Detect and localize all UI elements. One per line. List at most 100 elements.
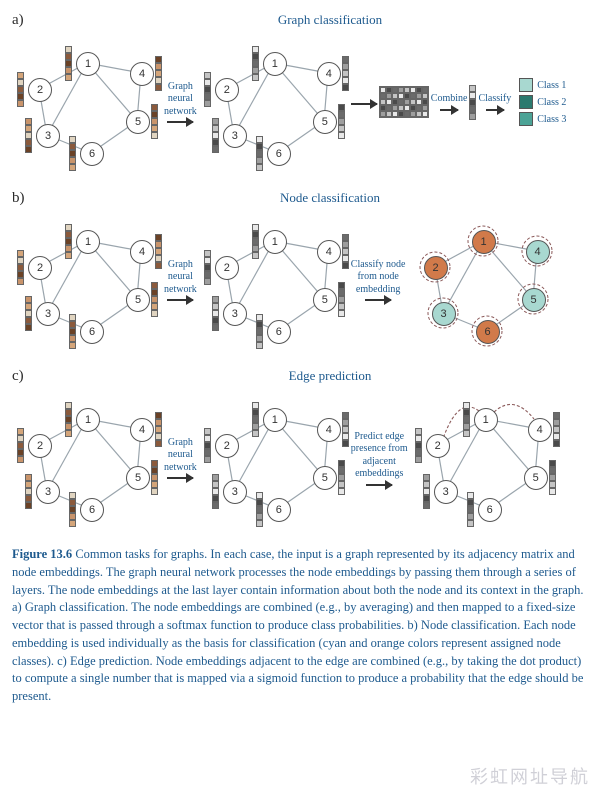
graph-node-4: 4 bbox=[130, 62, 154, 86]
graph: 123456 bbox=[408, 210, 558, 350]
graph-node-1: 1 bbox=[76, 52, 100, 76]
arrow-label: Predict edgepresence fromadjacentembeddi… bbox=[351, 431, 408, 486]
graph-node-5: 5 bbox=[126, 110, 150, 134]
panel-title: Graph classification bbox=[72, 12, 588, 28]
node-embedding bbox=[342, 412, 349, 447]
node-embedding bbox=[17, 250, 24, 285]
graph-node-1: 1 bbox=[474, 408, 498, 432]
node-embedding bbox=[342, 56, 349, 91]
panel-label: c) bbox=[12, 368, 24, 385]
node-embedding bbox=[65, 224, 72, 259]
graph-node-5: 5 bbox=[524, 466, 548, 490]
node-embedding bbox=[25, 474, 32, 509]
node-embedding bbox=[69, 492, 76, 527]
graph-node-6: 6 bbox=[267, 142, 291, 166]
graph-node-1: 1 bbox=[263, 408, 287, 432]
watermark: 彩虹网址导航 bbox=[470, 763, 590, 789]
graph: 123456 bbox=[410, 388, 560, 528]
node-embedding bbox=[25, 296, 32, 331]
graph: 123456 bbox=[199, 388, 349, 528]
node-embedding bbox=[151, 104, 158, 139]
graph-node-1: 1 bbox=[76, 230, 100, 254]
node-embedding bbox=[256, 136, 263, 171]
node-embedding bbox=[155, 234, 162, 269]
node-embedding bbox=[553, 412, 560, 447]
arrow-label: Classify bbox=[478, 93, 511, 111]
node-embedding bbox=[338, 104, 345, 139]
graph-node-6: 6 bbox=[267, 498, 291, 522]
graph-node-6: 6 bbox=[80, 320, 104, 344]
node-embedding bbox=[204, 250, 211, 285]
graph-node-2: 2 bbox=[215, 78, 239, 102]
panel-title: Edge prediction bbox=[72, 368, 588, 384]
graph-node-2: 2 bbox=[28, 434, 52, 458]
arrow-label: Graphneuralnetwork bbox=[164, 259, 197, 302]
graph-node-5: 5 bbox=[313, 466, 337, 490]
node-embedding bbox=[256, 314, 263, 349]
graph-node-5: 5 bbox=[126, 288, 150, 312]
graph: 123456 bbox=[12, 388, 162, 528]
graph-node-4: 4 bbox=[526, 240, 550, 264]
graph-node-4: 4 bbox=[528, 418, 552, 442]
graph-node-5: 5 bbox=[313, 288, 337, 312]
graph: 123456 bbox=[199, 210, 349, 350]
node-embedding bbox=[204, 72, 211, 107]
graph-node-3: 3 bbox=[36, 124, 60, 148]
graph: 123456 bbox=[12, 32, 162, 172]
feature-matrix bbox=[379, 86, 429, 118]
node-embedding bbox=[415, 428, 422, 463]
node-embedding bbox=[25, 118, 32, 153]
node-embedding bbox=[212, 296, 219, 331]
node-embedding bbox=[17, 428, 24, 463]
graph-node-3: 3 bbox=[434, 480, 458, 504]
graph-node-3: 3 bbox=[223, 124, 247, 148]
graph-node-3: 3 bbox=[36, 302, 60, 326]
graph-node-3: 3 bbox=[36, 480, 60, 504]
node-embedding bbox=[423, 474, 430, 509]
graph-node-5: 5 bbox=[126, 466, 150, 490]
graph-node-3: 3 bbox=[223, 302, 247, 326]
graph-node-2: 2 bbox=[215, 256, 239, 280]
node-embedding bbox=[252, 224, 259, 259]
graph-node-3: 3 bbox=[223, 480, 247, 504]
graph-node-6: 6 bbox=[267, 320, 291, 344]
graph: 123456 bbox=[199, 32, 349, 172]
node-embedding bbox=[155, 56, 162, 91]
panel-b: b) Node classification 123456 Graphneura… bbox=[12, 190, 588, 350]
graph-node-2: 2 bbox=[215, 434, 239, 458]
node-embedding bbox=[65, 402, 72, 437]
graph-node-5: 5 bbox=[313, 110, 337, 134]
node-embedding bbox=[204, 428, 211, 463]
node-embedding bbox=[65, 46, 72, 81]
figure-caption: Figure 13.6 Common tasks for graphs. In … bbox=[12, 546, 588, 706]
graph-node-4: 4 bbox=[130, 418, 154, 442]
node-embedding bbox=[342, 234, 349, 269]
graph-node-1: 1 bbox=[263, 52, 287, 76]
arrow-label: Classify nodefrom nodeembedding bbox=[351, 259, 406, 302]
class-legend: Class 1 Class 2 Class 3 bbox=[519, 78, 566, 126]
node-embedding bbox=[252, 402, 259, 437]
graph-node-6: 6 bbox=[80, 498, 104, 522]
graph-node-4: 4 bbox=[317, 418, 341, 442]
node-embedding bbox=[212, 118, 219, 153]
panel-c: c) Edge prediction 123456 Graphneuralnet… bbox=[12, 368, 588, 528]
graph-node-1: 1 bbox=[76, 408, 100, 432]
panel-label: a) bbox=[12, 12, 24, 29]
graph-node-3: 3 bbox=[432, 302, 456, 326]
graph-node-1: 1 bbox=[472, 230, 496, 254]
node-embedding bbox=[155, 412, 162, 447]
node-embedding bbox=[549, 460, 556, 495]
arrow-label: Combine bbox=[431, 93, 468, 111]
graph-node-2: 2 bbox=[28, 256, 52, 280]
graph-node-6: 6 bbox=[476, 320, 500, 344]
graph-node-2: 2 bbox=[426, 434, 450, 458]
arrow-label bbox=[351, 100, 377, 105]
graph-node-2: 2 bbox=[28, 78, 52, 102]
vector bbox=[469, 85, 476, 120]
graph-node-4: 4 bbox=[130, 240, 154, 264]
node-embedding bbox=[69, 314, 76, 349]
node-embedding bbox=[463, 402, 470, 437]
graph-node-6: 6 bbox=[478, 498, 502, 522]
graph-node-5: 5 bbox=[522, 288, 546, 312]
node-embedding bbox=[212, 474, 219, 509]
